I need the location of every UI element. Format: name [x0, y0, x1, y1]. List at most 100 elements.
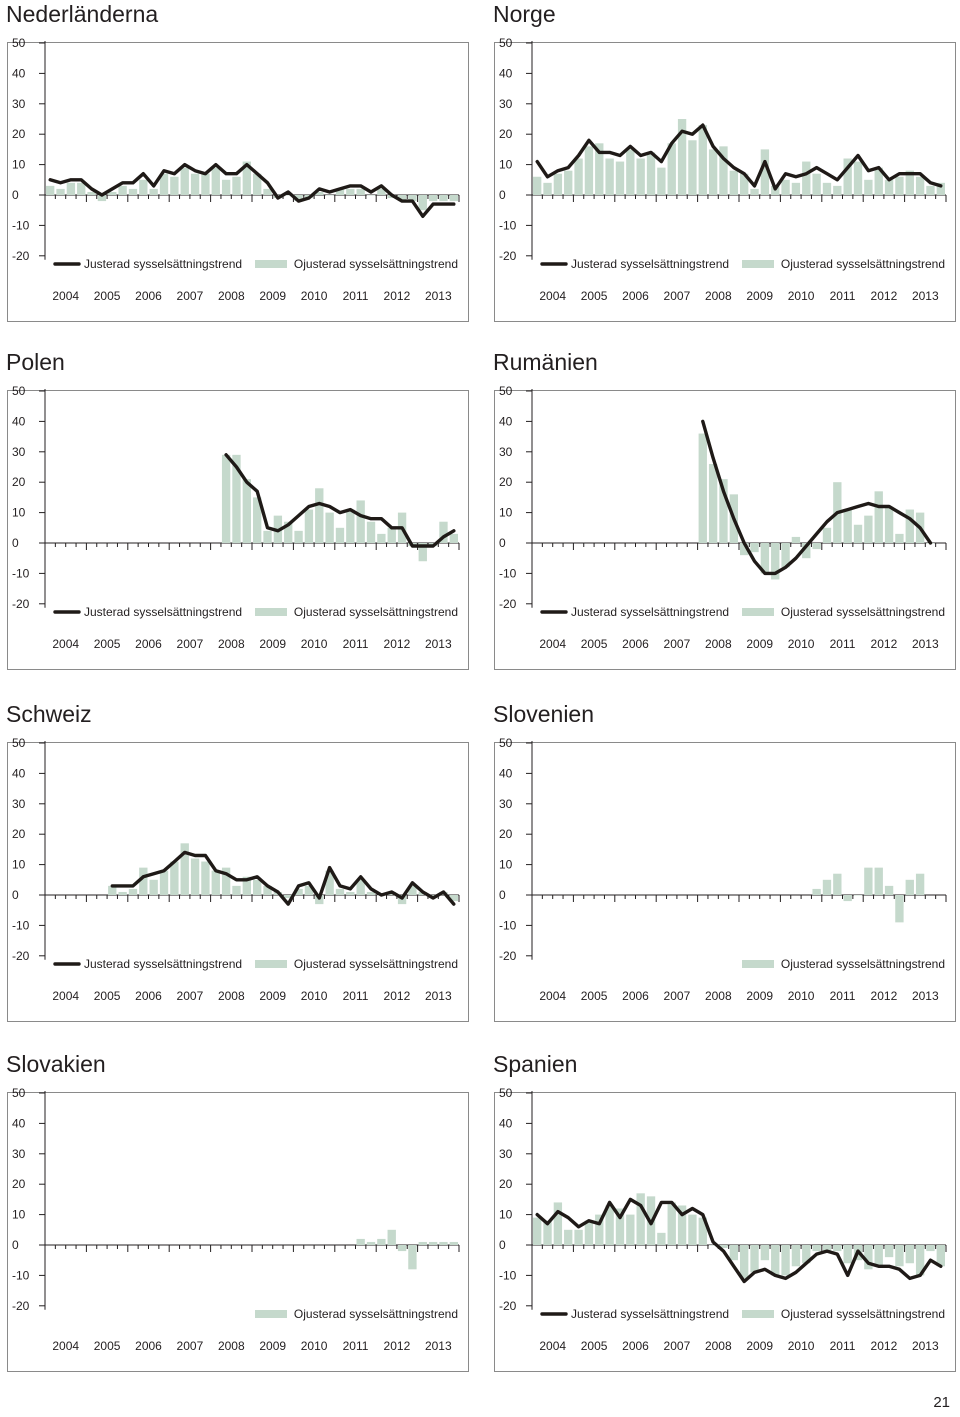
bar [750, 1245, 759, 1273]
x-tick-label: 2007 [664, 289, 691, 303]
bar [895, 176, 904, 195]
y-tick-label: 0 [499, 188, 506, 202]
x-tick-label: 2011 [343, 637, 369, 651]
legend-label: Ojusterad sysselsättningstrend [294, 957, 458, 971]
bar [232, 176, 241, 195]
bar [108, 885, 117, 895]
bar [356, 188, 365, 195]
trend-line [535, 123, 943, 191]
y-tick-label: 50 [499, 384, 513, 398]
bar [346, 509, 355, 543]
bar [242, 876, 251, 895]
y-tick-label: 0 [499, 888, 506, 902]
bar [771, 1245, 780, 1276]
y-tick-label: 40 [499, 766, 513, 780]
bar [387, 527, 396, 543]
x-tick-label: 2005 [94, 989, 121, 1003]
bar [905, 509, 914, 543]
y-tick-label: 50 [12, 384, 26, 398]
bar [915, 1245, 925, 1276]
bar [667, 143, 676, 195]
bar [253, 497, 262, 543]
x-tick-label: 2006 [622, 989, 649, 1003]
y-tick-label: 40 [499, 1116, 513, 1130]
bar [781, 543, 790, 568]
bar [221, 867, 231, 895]
x-tick-label: 2011 [830, 637, 856, 651]
bar [315, 488, 324, 543]
bar [418, 543, 427, 562]
x-tick-label: 2007 [664, 1339, 691, 1353]
bar [533, 1217, 542, 1245]
bar [760, 1245, 770, 1261]
y-tick-label: -20 [12, 249, 30, 263]
legend-label: Ojusterad sysselsättningstrend [781, 605, 945, 619]
bar [677, 119, 687, 195]
bar [802, 161, 811, 195]
x-tick-label: 2007 [177, 1339, 204, 1353]
chart-title: Spanien [493, 1051, 578, 1077]
trend-line [224, 453, 456, 548]
bar [936, 1245, 945, 1267]
bar [822, 527, 832, 543]
y-tick-label: 0 [12, 1238, 19, 1252]
y-tick-label: 10 [12, 858, 26, 872]
bar [263, 188, 272, 195]
x-tick-label: 2009 [259, 1339, 286, 1353]
bar [812, 543, 821, 550]
bar [564, 1229, 573, 1245]
y-tick-label: -10 [12, 918, 30, 932]
bar [346, 188, 355, 195]
chart-title: Polen [6, 349, 65, 375]
bar [449, 533, 458, 543]
bar [843, 1245, 852, 1264]
bar [346, 891, 355, 895]
bar [77, 182, 86, 195]
bar [719, 479, 728, 543]
x-tick-label: 2007 [177, 289, 204, 303]
y-tick-label: 10 [12, 1208, 26, 1222]
chart-frame [494, 42, 956, 322]
y-tick-label: 50 [12, 1086, 26, 1100]
legend-bar-swatch [742, 1310, 774, 1318]
bar [791, 1245, 801, 1267]
bar [822, 1245, 832, 1252]
bar [884, 885, 894, 895]
bar [615, 1208, 625, 1245]
y-tick-label: 30 [499, 97, 513, 111]
y-tick-label: 40 [499, 414, 513, 428]
legend-bar-swatch [742, 608, 774, 616]
x-tick-label: 2008 [218, 289, 245, 303]
x-tick-label: 2004 [52, 1339, 79, 1353]
bar [833, 873, 842, 895]
bar [211, 167, 220, 195]
bar [812, 888, 821, 895]
bar [595, 143, 604, 195]
x-tick-label: 2012 [871, 289, 898, 303]
x-tick-label: 2006 [622, 1339, 649, 1353]
bar [657, 167, 666, 195]
bar [708, 463, 718, 543]
bar [864, 515, 873, 543]
y-tick-label: 30 [499, 797, 513, 811]
x-tick-label: 2006 [135, 989, 162, 1003]
y-tick-label: 0 [12, 888, 19, 902]
bar [667, 1202, 676, 1245]
bar [843, 509, 852, 543]
bar [584, 146, 594, 195]
bar [211, 870, 220, 895]
bar [853, 895, 863, 896]
x-tick-label: 2004 [52, 637, 79, 651]
bar [139, 867, 148, 895]
bar [636, 1193, 645, 1245]
x-tick-label: 2010 [301, 989, 328, 1003]
bar [895, 533, 904, 543]
x-tick-label: 2006 [622, 637, 649, 651]
bar [118, 891, 127, 895]
legend-label: Justerad sysselsättningstrend [84, 605, 242, 619]
bar [864, 1245, 873, 1270]
chart-frame [494, 390, 956, 670]
chart-frame [7, 42, 469, 322]
